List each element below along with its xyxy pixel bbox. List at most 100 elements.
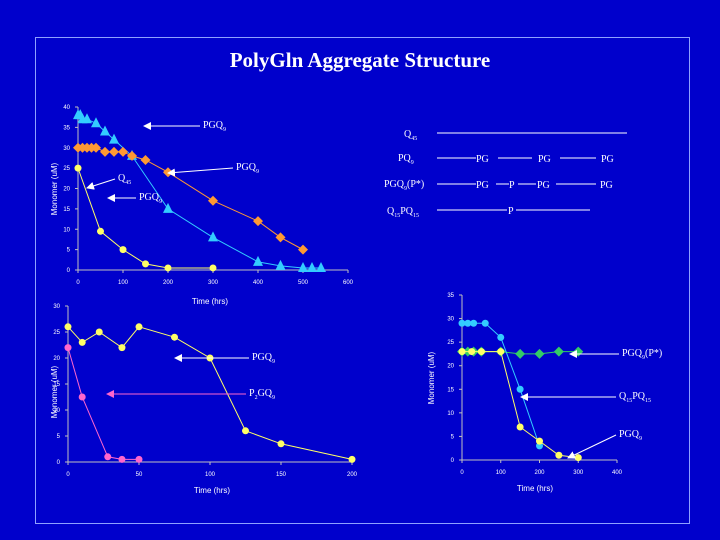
data-point <box>100 146 110 157</box>
annotation-label: PGQ9 <box>139 192 162 205</box>
data-point <box>348 455 356 463</box>
data-point <box>516 385 524 393</box>
annotation-label: PGQ9 <box>252 352 275 365</box>
data-point <box>140 154 151 165</box>
y-axis-label: Monomer (uM) <box>50 162 59 215</box>
data-point <box>100 125 110 136</box>
data-point <box>64 344 72 352</box>
legend-row-label: Q45 <box>404 129 417 142</box>
data-point <box>109 133 119 144</box>
y-tick-label: 0 <box>67 268 71 274</box>
annotation-label: Q45 <box>118 173 131 186</box>
legend-segment: PG <box>476 180 489 191</box>
annotation-label: Q15PQ15 <box>619 391 651 404</box>
data-point <box>275 232 286 243</box>
data-point <box>574 454 582 462</box>
y-tick-label: 40 <box>63 105 70 111</box>
series-line <box>77 167 213 269</box>
legend-segment: PG <box>538 154 551 165</box>
y-tick-label: 30 <box>63 146 70 152</box>
chart-bottom-left: 0 5 10 15 20 25 30 0 50 100 150 200 Time (hrs) Monome… <box>50 304 358 495</box>
y-tick-label: 5 <box>451 434 455 440</box>
chart-bottom-right: 0 5 10 15 20 25 30 35 0 100 200 300 400 Time (hrs) Mon… <box>427 293 662 493</box>
y-tick-label: 20 <box>63 187 70 193</box>
data-point <box>163 202 173 213</box>
data-point <box>209 264 217 272</box>
x-tick-label: 400 <box>253 280 264 286</box>
data-point <box>515 348 526 359</box>
data-point <box>497 333 505 341</box>
data-point <box>135 455 143 463</box>
data-point <box>163 167 173 178</box>
legend-row-label: PGQ9(P*) <box>384 179 424 192</box>
y-tick-label: 15 <box>53 382 60 388</box>
y-axis-label: Monomer (uM) <box>427 351 436 404</box>
data-point <box>118 146 128 157</box>
data-point <box>277 440 285 448</box>
data-point <box>164 264 172 272</box>
data-point <box>481 319 489 327</box>
series-line <box>67 347 139 460</box>
legend-segment: PG <box>537 180 550 191</box>
y-tick-label: 0 <box>451 458 455 464</box>
legend-row-label: Q15PQ15 <box>387 206 419 219</box>
x-axis-label: Time (hrs) <box>192 297 228 306</box>
data-point <box>142 260 149 268</box>
data-point <box>91 142 101 153</box>
data-point <box>91 117 101 128</box>
data-point <box>464 319 472 327</box>
y-tick-label: 10 <box>63 227 70 233</box>
x-tick-label: 400 <box>612 470 623 476</box>
y-tick-label: 5 <box>67 248 71 254</box>
data-point <box>497 348 505 356</box>
y-tick-label: 20 <box>53 356 60 362</box>
y-tick-label: 20 <box>447 364 454 370</box>
y-axis-label: Monomer (uM) <box>50 365 59 418</box>
x-tick-label: 200 <box>163 280 174 286</box>
annotation-label: PGQ9 <box>236 162 259 175</box>
structure-legend: Q45 PQ9 PGQ9(P*) Q15PQ15 PG PG PG PG P PG PG P <box>384 129 627 219</box>
data-point <box>127 150 137 161</box>
data-point <box>109 146 119 157</box>
data-point <box>119 246 127 254</box>
data-point <box>553 346 564 357</box>
legend-row-label: PQ9 <box>398 153 414 166</box>
data-point <box>573 346 584 357</box>
annotation-label: PGQ9 <box>203 120 226 133</box>
slide-frame <box>35 37 690 524</box>
annotation-arrow <box>567 434 617 459</box>
legend-segment: PG <box>476 154 489 165</box>
x-tick-label: 50 <box>136 472 143 478</box>
y-tick-label: 30 <box>53 304 60 310</box>
data-point <box>97 227 104 235</box>
data-point <box>307 261 317 272</box>
data-point <box>95 328 103 336</box>
data-point <box>118 455 126 463</box>
data-point <box>78 338 86 346</box>
y-tick-label: 10 <box>53 408 60 414</box>
x-tick-label: 0 <box>76 280 80 286</box>
data-point <box>534 348 545 359</box>
data-point <box>118 344 126 352</box>
y-tick-label: 25 <box>53 330 60 336</box>
x-tick-label: 0 <box>66 472 70 478</box>
data-point <box>74 164 82 172</box>
annotation-label: PGQ9(P*) <box>622 348 662 361</box>
data-point <box>208 231 218 242</box>
y-tick-label: 25 <box>63 166 70 172</box>
y-tick-label: 10 <box>447 411 454 417</box>
series-line <box>67 326 353 460</box>
x-tick-label: 200 <box>534 470 545 476</box>
legend-segment: PG <box>601 154 614 165</box>
data-point <box>82 113 92 124</box>
annotation-arrow <box>86 178 116 190</box>
x-axis-label: Time (hrs) <box>517 484 553 493</box>
annotation-label: P2GQ9 <box>249 388 275 401</box>
data-point <box>104 453 112 461</box>
data-point <box>468 348 476 356</box>
series-line <box>78 147 304 251</box>
data-point <box>555 451 563 459</box>
data-point <box>253 216 263 227</box>
data-point <box>298 261 308 272</box>
